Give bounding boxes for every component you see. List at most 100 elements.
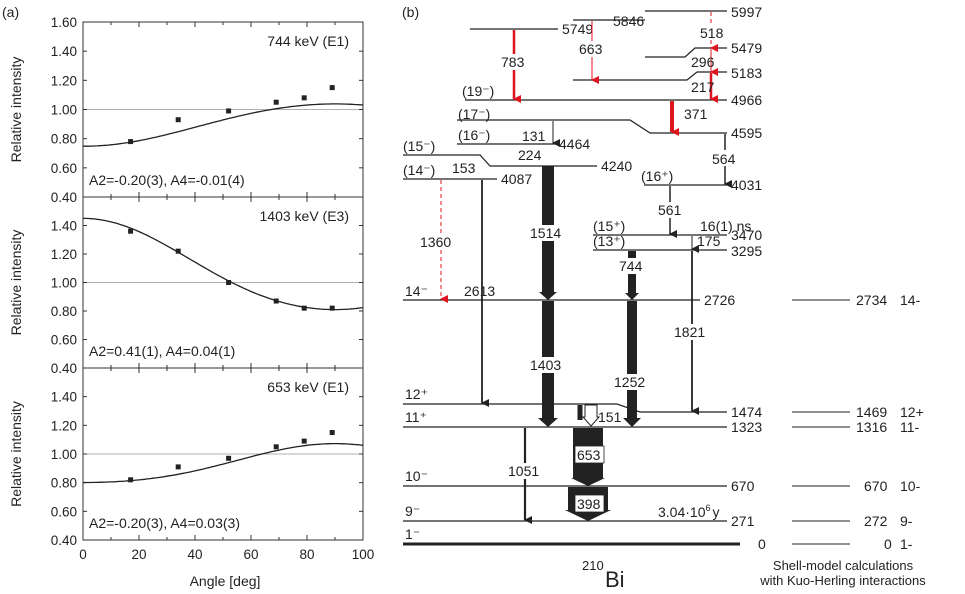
data-point bbox=[273, 99, 279, 105]
nucleus-symbol: Bi bbox=[605, 567, 625, 592]
y-tick-label: 1.00 bbox=[51, 447, 77, 462]
shell-model-labels: 2734 14- 1469 12+ 1316 11- 670 10- 272 9… bbox=[856, 292, 924, 552]
chart-title: 1403 keV (E3) bbox=[260, 208, 350, 224]
spin-label: 14⁻ bbox=[405, 283, 428, 299]
transition-label: 1252 bbox=[614, 374, 645, 390]
transition-label: 2613 bbox=[464, 283, 495, 299]
data-point bbox=[226, 280, 232, 285]
y-tick-label: 0.60 bbox=[51, 161, 77, 176]
level-energy: 0 bbox=[758, 536, 766, 552]
transition-label: 518 bbox=[700, 25, 724, 41]
spin-labels: (19⁻) (17⁻) (16⁻) (15⁻) (14⁻) (16⁺) (15⁺… bbox=[403, 83, 673, 542]
transition-label: 1821 bbox=[674, 324, 705, 340]
transition-label: 653 bbox=[577, 447, 601, 463]
data-point bbox=[175, 248, 181, 254]
chart-annotation: A2=-0.20(3), A4=-0.01(4) bbox=[89, 172, 245, 188]
y-tick-label: 0.40 bbox=[51, 190, 77, 205]
spin-label: (17⁻) bbox=[458, 106, 490, 122]
data-point bbox=[175, 464, 181, 470]
data-point bbox=[329, 85, 335, 91]
shell-model-caption-1: Shell-model calculations bbox=[773, 558, 914, 573]
transition-label: 1051 bbox=[508, 463, 539, 479]
data-point bbox=[329, 430, 335, 435]
level-line-1474 bbox=[403, 403, 727, 413]
shell-model-spin: 10- bbox=[900, 478, 921, 494]
transition-label: 371 bbox=[684, 106, 708, 122]
transition-label: 175 bbox=[697, 233, 721, 249]
x-axis-label: Angle [deg] bbox=[190, 573, 261, 589]
transition-label: 151 bbox=[598, 409, 622, 425]
y-tick-label: 1.60 bbox=[51, 15, 77, 30]
transition-label: 783 bbox=[501, 54, 525, 70]
level-energy: 4087 bbox=[501, 171, 532, 187]
shell-model-energy: 272 bbox=[864, 513, 888, 529]
spin-label: (16⁺) bbox=[641, 168, 673, 184]
transition-label: 131 bbox=[522, 128, 546, 144]
shell-model-energy: 1469 bbox=[856, 404, 887, 420]
y-tick-label: 0.80 bbox=[51, 476, 77, 491]
y-tick-label: 0.60 bbox=[51, 333, 77, 348]
spin-label: 12⁺ bbox=[405, 386, 428, 402]
spin-label: 1⁻ bbox=[405, 526, 420, 542]
level-energies: 5749 5846 5997 5479 5183 4966 4595 4464 … bbox=[501, 4, 766, 552]
data-point bbox=[301, 95, 307, 101]
transition-label: 744 bbox=[619, 258, 643, 274]
y-tick-label: 0.80 bbox=[51, 132, 77, 147]
y-tick-label: 1.40 bbox=[51, 44, 77, 59]
fit-curve bbox=[83, 103, 364, 147]
y-axis-label: Relative intensity bbox=[8, 57, 24, 163]
halflife-label: 3.04·106 y bbox=[658, 503, 720, 520]
y-tick-label: 1.40 bbox=[51, 390, 77, 405]
data-point bbox=[128, 139, 134, 145]
spin-label: 11⁺ bbox=[405, 409, 427, 425]
y-tick-label: 1.00 bbox=[51, 276, 77, 291]
fit-curve bbox=[83, 442, 364, 484]
y-tick-label: 1.20 bbox=[51, 73, 77, 88]
transition-label: 153 bbox=[452, 160, 476, 176]
spin-label: (14⁻) bbox=[403, 162, 435, 178]
shell-model-levels bbox=[792, 299, 850, 545]
data-point bbox=[329, 305, 335, 311]
level-energy: 271 bbox=[731, 513, 755, 529]
spin-label: (16⁻) bbox=[458, 127, 490, 143]
x-tick-label: 80 bbox=[299, 547, 314, 562]
chart-title: 744 keV (E1) bbox=[267, 33, 349, 49]
level-energy: 3295 bbox=[731, 243, 762, 259]
mass-number: 210 bbox=[582, 558, 604, 573]
shell-model-caption-2: with Kuo-Herling interactions bbox=[759, 573, 926, 588]
y-tick-label: 1.40 bbox=[51, 219, 77, 234]
x-tick-label: 100 bbox=[352, 547, 375, 562]
transition-arrow bbox=[623, 301, 641, 427]
shell-model-energy: 0 bbox=[884, 536, 892, 552]
transition-label: 224 bbox=[518, 147, 542, 163]
y-tick-label: 1.20 bbox=[51, 418, 77, 433]
transition-labels: 783 663 518 296 217 371 131 224 564 153 … bbox=[418, 25, 739, 513]
spin-label: (15⁺) bbox=[593, 218, 625, 234]
data-point bbox=[226, 455, 232, 461]
level-energy: 5997 bbox=[731, 4, 762, 20]
y-tick-label: 0.80 bbox=[51, 304, 77, 319]
data-point bbox=[128, 477, 134, 483]
chart-title: 653 keV (E1) bbox=[267, 379, 349, 395]
level-scheme bbox=[403, 10, 740, 546]
x-tick-label: 60 bbox=[243, 547, 258, 562]
spin-label: 10⁻ bbox=[405, 468, 428, 484]
panel-label-a: (a) bbox=[2, 4, 19, 20]
level-energy: 4240 bbox=[601, 158, 632, 174]
level-energy: 5749 bbox=[562, 21, 593, 37]
transition-label: 217 bbox=[691, 79, 715, 95]
data-point bbox=[226, 108, 232, 114]
shell-model-spin: 14- bbox=[900, 292, 921, 308]
shell-model-spin: 1- bbox=[900, 536, 913, 552]
transition-label: 296 bbox=[691, 54, 715, 70]
level-energy: 5846 bbox=[613, 13, 644, 29]
y-tick-label: 1.20 bbox=[51, 247, 77, 262]
fit-curve bbox=[83, 217, 364, 311]
spin-label: (19⁻) bbox=[462, 83, 494, 99]
data-point bbox=[273, 298, 279, 304]
chart-annotation: A2=-0.20(3), A4=0.03(3) bbox=[89, 515, 240, 531]
x-tick-label: 40 bbox=[187, 547, 202, 562]
x-tick-label: 0 bbox=[79, 547, 87, 562]
data-point bbox=[128, 228, 134, 234]
